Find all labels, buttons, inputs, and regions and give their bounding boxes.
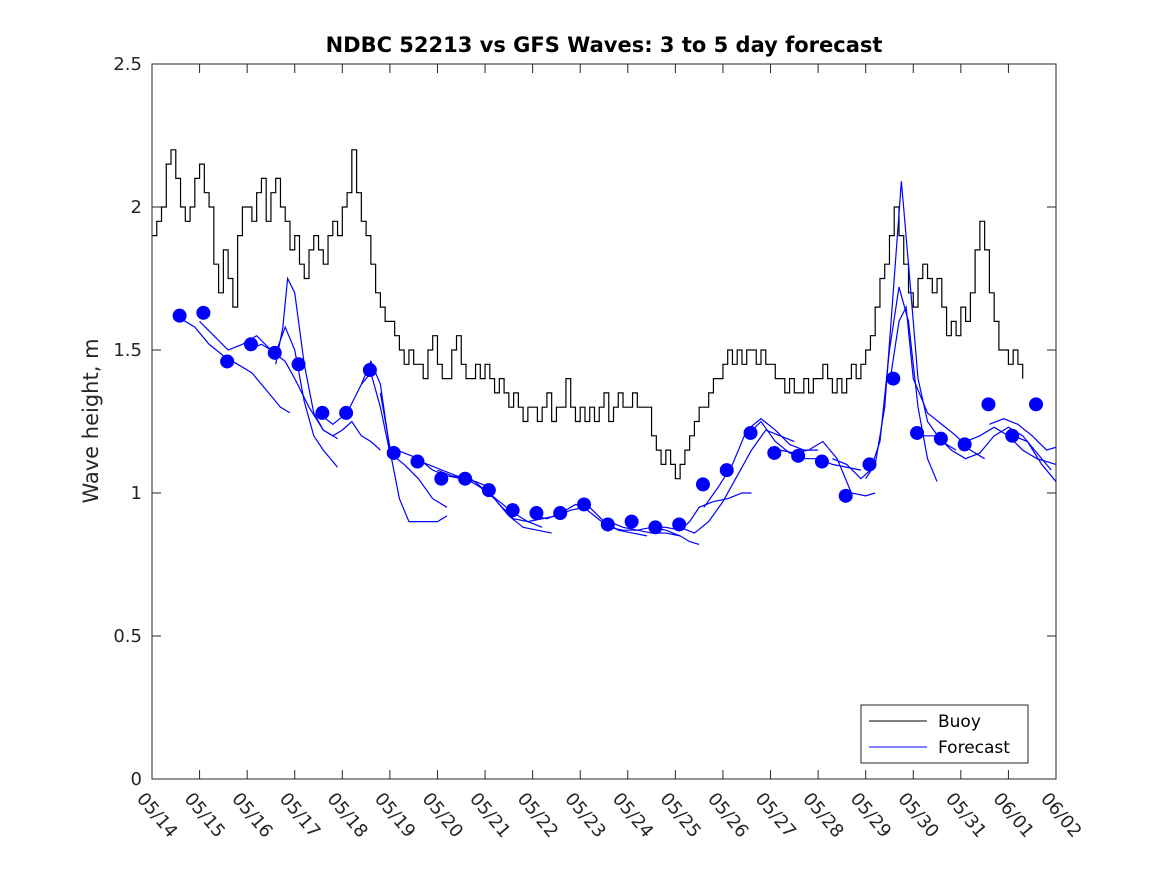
forecast-point — [719, 463, 734, 478]
forecast-point — [505, 503, 520, 518]
forecast-line — [832, 286, 938, 482]
forecast-point — [434, 471, 449, 486]
forecast-point — [267, 345, 282, 360]
x-tick-label: 05/20 — [418, 789, 467, 842]
forecast-line — [484, 486, 586, 523]
y-tick-label: 1.5 — [113, 340, 142, 361]
forecast-line — [275, 276, 381, 451]
forecast-point — [791, 448, 806, 463]
forecast-line — [1012, 435, 1057, 482]
forecast-line — [246, 325, 339, 468]
forecast-point — [458, 471, 473, 486]
forecast-point — [339, 405, 354, 420]
forecast-point — [814, 454, 829, 469]
x-tick-label: 05/23 — [560, 789, 609, 842]
x-tick-label: 05/26 — [703, 789, 752, 842]
x-tick-label: 05/24 — [608, 789, 657, 842]
x-tick-label: 06/02 — [1036, 789, 1085, 842]
forecast-point — [957, 437, 972, 452]
x-tick-label: 05/27 — [751, 789, 800, 842]
legend-buoy-label: Buoy — [938, 712, 981, 732]
x-tick-label: 05/14 — [132, 789, 181, 842]
forecast-point — [481, 483, 496, 498]
forecast-line — [989, 417, 1057, 451]
forecast-point — [743, 425, 758, 440]
forecast-point — [1029, 397, 1044, 412]
forecast-line — [199, 320, 338, 440]
x-tick-label: 05/19 — [370, 789, 419, 842]
forecast-point — [767, 445, 782, 460]
legend-forecast-label: Forecast — [938, 738, 1010, 758]
forecast-point — [291, 357, 306, 372]
forecast-point — [362, 363, 377, 378]
forecast-point — [220, 354, 235, 369]
forecast-point — [624, 514, 639, 529]
x-tick-label: 05/17 — [275, 789, 324, 842]
forecast-point — [862, 457, 877, 472]
legend: Buoy Forecast — [860, 704, 1029, 764]
y-tick-label: 0.5 — [113, 626, 142, 647]
buoy-line — [152, 149, 1024, 480]
forecast-line — [579, 503, 681, 537]
forecast-point — [196, 305, 211, 320]
axes-box — [151, 63, 1057, 780]
chart-title: NDBC 52213 vs GFS Waves: 3 to 5 day fore… — [326, 33, 883, 57]
forecast-point — [933, 431, 948, 446]
x-tick-label: 05/28 — [798, 789, 847, 842]
forecast-line — [679, 429, 795, 534]
forecast-point — [172, 308, 187, 323]
forecast-point — [600, 517, 615, 532]
forecast-line — [379, 392, 491, 488]
forecast-line — [175, 315, 291, 414]
forecast-line — [437, 469, 552, 534]
forecast-point — [553, 506, 568, 521]
forecast-line — [413, 458, 543, 528]
forecast-point — [1005, 428, 1020, 443]
x-tick-label: 05/31 — [941, 789, 990, 842]
x-tick-label: 05/18 — [322, 789, 371, 842]
forecast-line — [779, 440, 876, 497]
forecast-point — [315, 405, 330, 420]
forecast-point — [695, 477, 710, 492]
x-tick-label: 05/30 — [893, 789, 942, 842]
forecast-point — [529, 506, 544, 521]
x-tick-label: 05/16 — [227, 789, 276, 842]
forecast-point — [910, 425, 925, 440]
forecast-point — [648, 520, 663, 535]
forecast-line — [865, 181, 957, 480]
x-tick-label: 05/29 — [846, 789, 895, 842]
forecast-point — [886, 371, 901, 386]
forecast-line — [318, 371, 448, 508]
forecast-point — [981, 397, 996, 412]
forecast-line — [651, 492, 752, 531]
y-tick-label: 0 — [131, 769, 142, 790]
x-tick-label: 05/25 — [656, 789, 705, 842]
y-axis-label: Wave height, m — [79, 338, 103, 503]
x-tick-label: 05/15 — [180, 789, 229, 842]
x-tick-label: 05/21 — [465, 789, 514, 842]
forecast-point — [672, 517, 687, 532]
forecast-point — [410, 454, 425, 469]
y-tick-label: 1 — [131, 483, 142, 504]
forecast-point — [577, 497, 592, 512]
legend-box — [860, 704, 1029, 764]
y-tick-label: 2 — [131, 197, 142, 218]
forecast-point — [386, 445, 401, 460]
y-tick-label: 2.5 — [113, 54, 142, 75]
forecast-point — [243, 337, 258, 352]
x-tick-label: 06/01 — [989, 789, 1038, 842]
forecast-line — [703, 417, 819, 508]
forecast-point — [838, 488, 853, 503]
x-tick-label: 05/22 — [513, 789, 562, 842]
